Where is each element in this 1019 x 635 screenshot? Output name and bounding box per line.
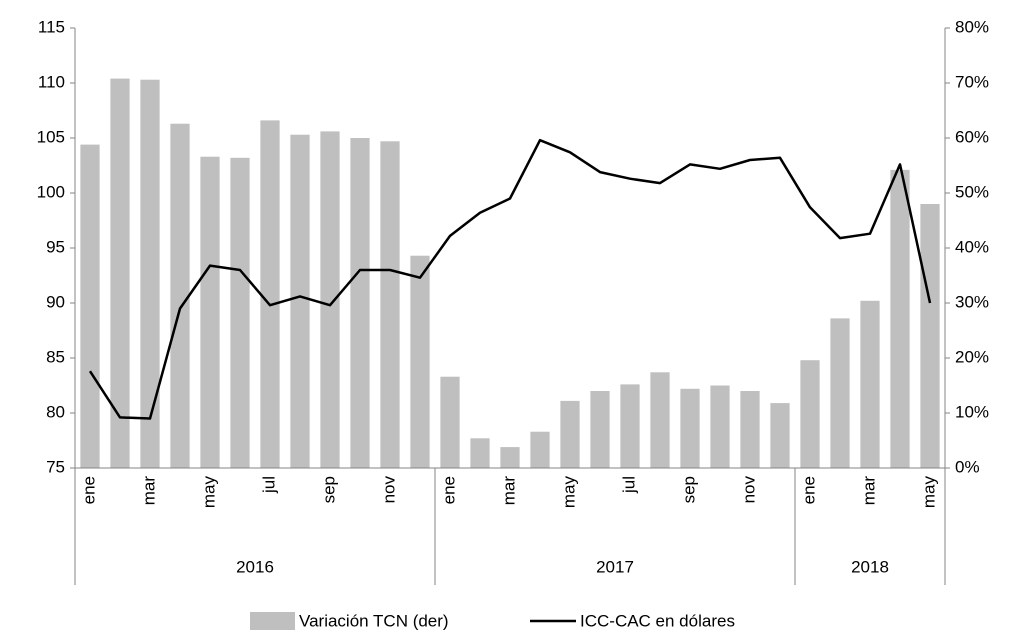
bar [920,204,940,468]
y2-tick-label: 10% [955,402,989,421]
y-tick-label: 100 [37,182,65,201]
y-tick-label: 85 [46,347,65,366]
bar [680,388,700,468]
group-label: 2017 [596,557,634,576]
bar [320,131,340,468]
bar [590,391,610,468]
bar [200,156,220,468]
bar [110,78,130,468]
bar [650,372,670,468]
x-tick-label: nov [739,476,758,504]
group-label: 2016 [236,557,274,576]
x-tick-label: may [559,476,578,509]
bar [230,157,250,469]
group-label: 2018 [851,557,889,576]
bar [740,391,760,468]
bar [560,400,580,468]
bar [860,300,880,468]
bar [380,141,400,469]
bar [500,447,520,468]
bar [770,403,790,468]
x-tick-label: jul [619,476,638,494]
bar [140,79,160,468]
legend-label: ICC-CAC en dólares [580,611,735,630]
bar [350,138,370,468]
y2-tick-label: 80% [955,17,989,36]
x-tick-label: ene [79,476,98,504]
y2-tick-label: 0% [955,457,980,476]
x-tick-label: mar [859,476,878,506]
y-tick-label: 110 [38,72,65,91]
bar [80,144,100,468]
bar [410,255,430,468]
y-tick-label: 80 [46,402,65,421]
x-tick-label: jul [259,476,278,494]
bar [830,318,850,468]
x-tick-label: ene [799,476,818,504]
x-tick-label: ene [439,476,458,504]
y2-tick-label: 50% [955,182,989,201]
x-tick-label: sep [679,476,698,503]
x-tick-label: may [919,476,938,509]
bar [800,360,820,468]
bar [890,169,910,468]
x-tick-label: mar [499,476,518,506]
bar [170,123,190,468]
y-tick-label: 95 [46,237,65,256]
x-tick-label: sep [319,476,338,503]
line-series [88,138,932,420]
bar [440,376,460,468]
x-tick-label: nov [379,476,398,504]
bar [530,431,550,468]
y2-tick-label: 40% [955,237,989,256]
bar [260,120,280,469]
bar [470,438,490,468]
y2-tick-label: 60% [955,127,989,146]
y-tick-label: 90 [46,292,65,311]
x-tick-label: mar [139,476,158,506]
bar [290,134,310,468]
bar [620,384,640,468]
y-tick-label: 75 [46,457,65,476]
legend-label: Variación TCN (der) [299,611,449,630]
y2-tick-label: 30% [955,292,989,311]
y2-tick-label: 20% [955,347,989,366]
bar [710,385,730,468]
x-tick-label: may [199,476,218,509]
y-tick-label: 115 [38,17,65,36]
legend-swatch [250,612,295,630]
y-tick-label: 105 [37,127,65,146]
y2-tick-label: 70% [955,72,989,91]
